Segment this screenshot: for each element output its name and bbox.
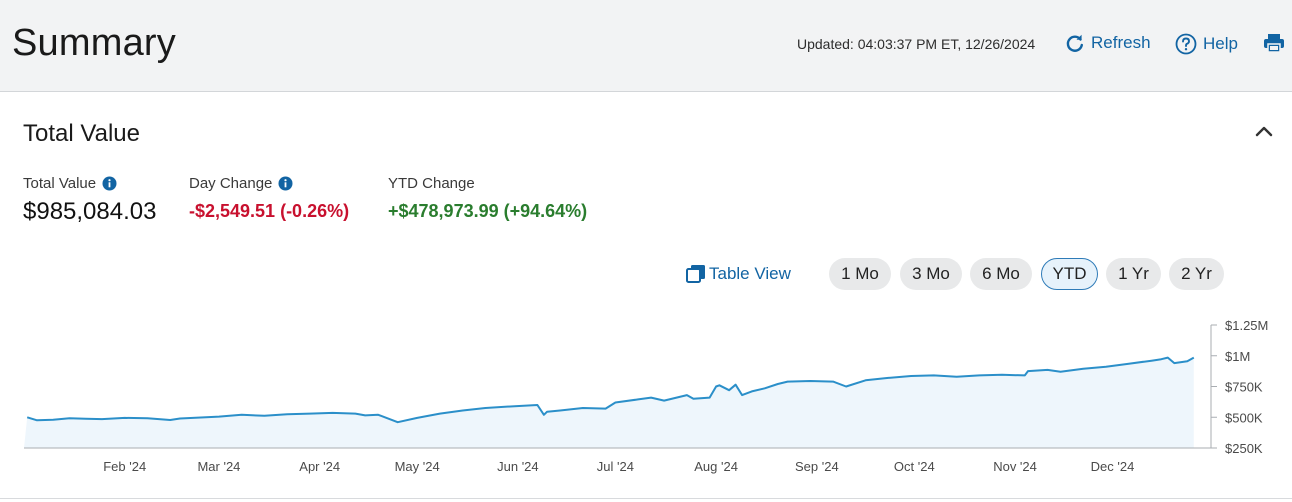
chart-y-tick-label: $1.25M [1225,318,1268,333]
day-change-label: Day Change [189,175,273,192]
chart-x-tick-label: Apr '24 [299,459,340,474]
chart-x-tick-label: May '24 [395,459,440,474]
section-divider [0,498,1292,499]
range-1yr-button[interactable]: 1 Yr [1106,258,1161,290]
range-3mo-button[interactable]: 3 Mo [900,258,962,290]
chart-x-tick-label: Feb '24 [103,459,146,474]
chart-series-line [26,356,1195,424]
collapse-button[interactable] [1255,124,1273,142]
help-button[interactable]: Help [1175,33,1238,55]
metric-total-value: Total Value $985,084.03 [23,175,156,226]
info-icon[interactable] [278,176,293,191]
chart-y-tick-label: $1M [1225,349,1250,364]
chart-x-tick-label: Nov '24 [993,459,1037,474]
help-label: Help [1203,34,1238,53]
chart-x-tick-label: Jun '24 [497,459,539,474]
print-button[interactable] [1263,33,1291,53]
chart-y-tick-label: $250K [1225,441,1263,456]
refresh-button[interactable]: Refresh [1065,33,1151,53]
page-title: Summary [12,22,176,64]
range-1mo-button[interactable]: 1 Mo [829,258,891,290]
total-value-amount: $985,084.03 [23,198,157,225]
chevron-up-icon [1255,126,1273,137]
metric-day-change: Day Change -$2,549.51 (-0.26%) [189,175,349,222]
printer-icon [1264,34,1284,53]
chart-x-tick-label: Mar '24 [197,459,240,474]
refresh-label: Refresh [1091,33,1151,52]
portfolio-value-chart: $250K $500K $750K $1M $1.25M Feb '24 Mar '24 Ap… [24,318,1268,474]
info-icon[interactable] [102,176,117,191]
range-6mo-button[interactable]: 6 Mo [970,258,1032,290]
range-2yr-button[interactable]: 2 Yr [1169,258,1224,290]
day-change-amount: -$2,549.51 (-0.26%) [189,201,350,221]
chart-x-tick-label: Dec '24 [1091,459,1135,474]
chart-y-tick-label: $750K [1225,380,1263,395]
chart-x-tick-label: Jul '24 [597,459,634,474]
ytd-change-amount: +$478,973.99 (+94.64%) [388,201,588,221]
table-view-button[interactable]: Table View [686,264,791,284]
total-value-label: Total Value [23,175,97,192]
table-view-label: Table View [709,264,791,283]
chart-x-tick-label: Aug '24 [694,459,738,474]
section-title: Total Value [23,120,140,147]
help-circle-icon [1175,33,1197,55]
chart-x-tick-label: Oct '24 [894,459,935,474]
table-view-icon [686,265,705,283]
chart-x-tick-label: Sep '24 [795,459,839,474]
metric-ytd-change: YTD Change +$478,973.99 (+94.64%) [388,175,587,222]
ytd-change-label: YTD Change [388,175,475,192]
range-ytd-button[interactable]: YTD [1041,258,1098,290]
chart-y-tick-label: $500K [1225,410,1263,425]
chart-area-fill [24,357,1194,448]
updated-timestamp: Updated: 04:03:37 PM ET, 12/26/2024 [797,36,1036,52]
refresh-icon [1066,34,1083,52]
top-bar: Summary Updated: 04:03:37 PM ET, 12/26/2… [0,0,1292,92]
